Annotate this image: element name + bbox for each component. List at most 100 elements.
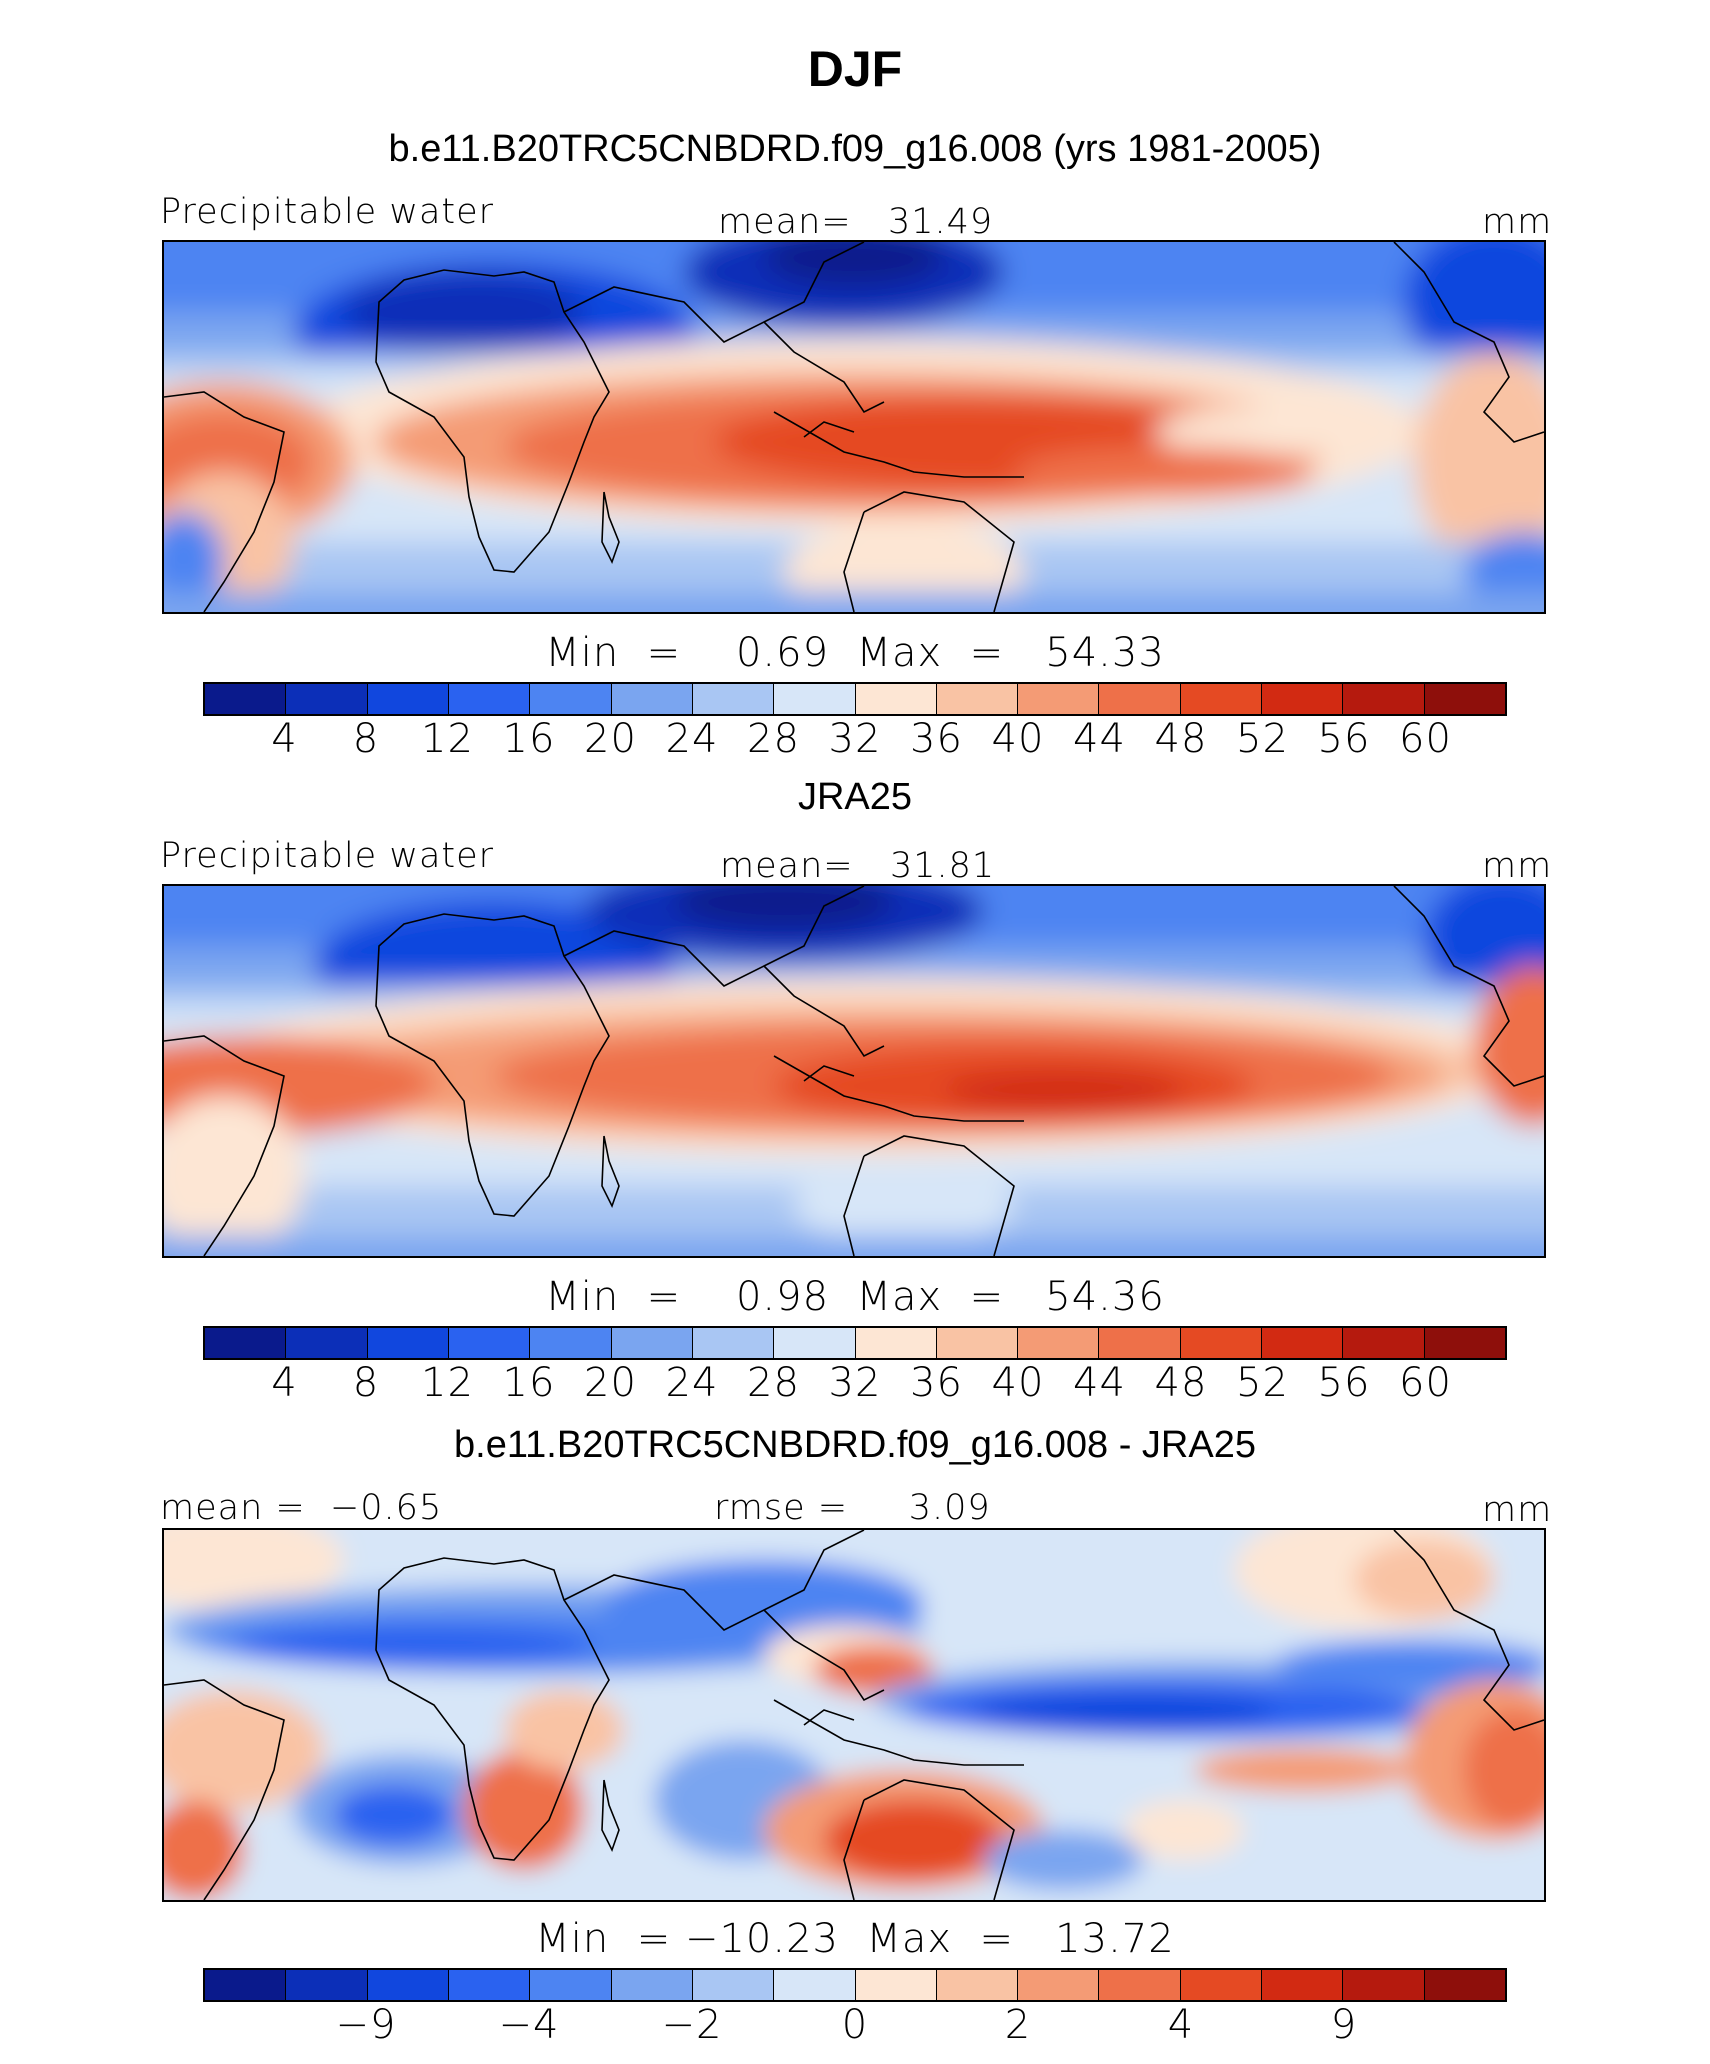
panel-3-map	[162, 1528, 1546, 1902]
colorbar-swatch	[286, 684, 368, 714]
colorbar-tick-label: 4	[271, 1360, 298, 1406]
colorbar-tick-label: 40	[991, 716, 1045, 762]
colorbar-tick-label: 20	[584, 716, 637, 762]
colorbar-tick-label: 60	[1399, 1360, 1452, 1406]
colorbar-tick-label: 48	[1154, 716, 1208, 762]
colorbar-tick-label: 8	[352, 1360, 380, 1406]
panel-3-mean-label: mean = −0.65	[160, 1488, 443, 1528]
panel-1-minmax: Min = 0.69 Max = 54.33	[545, 630, 1165, 676]
colorbar-swatch	[1180, 1970, 1263, 2000]
colorbar-swatch	[448, 1970, 531, 2000]
colorbar-swatch	[530, 684, 612, 714]
colorbar-swatch	[1343, 1970, 1425, 2000]
panel-2-mean-label: mean= 31.81	[720, 846, 996, 886]
colorbar-tick-label: 28	[747, 1360, 800, 1406]
panel-3-map-field	[164, 1530, 1544, 1900]
colorbar-swatch	[205, 1328, 287, 1358]
colorbar-swatch	[530, 1328, 612, 1358]
colorbar-tick-label: 56	[1317, 1360, 1371, 1406]
colorbar-swatch	[692, 1970, 775, 2000]
panel-1-units-label: mm	[1482, 202, 1553, 242]
colorbar-swatch	[1424, 1328, 1505, 1358]
figure-title: DJF	[807, 41, 903, 97]
colorbar-swatch	[774, 684, 856, 714]
panel-2-colorbar-ticks: 4 8 12 16 20 24 28 32 36 40 44 48 52 56 …	[203, 1360, 1507, 1408]
colorbar-swatch	[1099, 1328, 1181, 1358]
colorbar-swatch	[855, 684, 937, 714]
colorbar-swatch	[530, 1970, 612, 2000]
colorbar-swatch	[1262, 1328, 1344, 1358]
colorbar-tick-label: 52	[1236, 716, 1289, 762]
colorbar-swatch	[1099, 1970, 1181, 2000]
colorbar-tick-label: 0	[841, 2002, 869, 2048]
colorbar-swatch	[936, 1328, 1019, 1358]
colorbar-swatch	[611, 1328, 693, 1358]
colorbar-tick-label: 32	[828, 1360, 882, 1406]
panel-1-mean-label: mean= 31.49	[718, 202, 994, 242]
colorbar-tick-label: 20	[584, 1360, 637, 1406]
panel-3-rmse-label: rmse = 3.09	[714, 1488, 991, 1528]
panel-1-map-field	[164, 242, 1544, 612]
colorbar-swatch	[1018, 1328, 1100, 1358]
colorbar-tick-label: 24	[665, 716, 719, 762]
colorbar-swatch	[1180, 1328, 1263, 1358]
panel-1-title: b.e11.B20TRC5CNBDRD.f09_g16.008 (yrs 198…	[388, 128, 1322, 170]
colorbar-tick-label: 40	[991, 1360, 1045, 1406]
panel-2-map-field	[164, 886, 1544, 1256]
colorbar-tick-label: 36	[910, 716, 963, 762]
colorbar-swatch	[1262, 684, 1344, 714]
colorbar-swatch	[1018, 684, 1100, 714]
panel-1-colorbar-ticks: 4 8 12 16 20 24 28 32 36 40 44 48 52 56 …	[203, 716, 1507, 764]
colorbar-swatch	[448, 1328, 531, 1358]
colorbar-swatch	[692, 684, 775, 714]
colorbar-tick-label: 44	[1073, 1360, 1126, 1406]
colorbar-tick-label: 44	[1073, 716, 1126, 762]
panel-3-coastlines	[164, 1530, 1544, 1900]
panel-2-coastlines	[164, 886, 1544, 1256]
panel-3-units-label: mm	[1482, 1490, 1553, 1530]
panel-2-colorbar	[203, 1326, 1507, 1360]
panel-3-minmax: Min = −10.23 Max = 13.72	[535, 1916, 1175, 1962]
colorbar-swatch	[286, 1970, 368, 2000]
colorbar-tick-label: 48	[1154, 1360, 1208, 1406]
colorbar-tick-label: −4	[498, 2002, 560, 2048]
colorbar-tick-label: 9	[1330, 2002, 1358, 2048]
colorbar-swatch	[367, 1328, 449, 1358]
colorbar-swatch	[855, 1970, 937, 2000]
panel-3-colorbar-ticks: −9 −4 −2 0 2 4 9	[203, 2002, 1507, 2050]
panel-1-coastlines	[164, 242, 1544, 612]
colorbar-tick-label: −2	[661, 2002, 723, 2048]
colorbar-swatch	[855, 1328, 937, 1358]
colorbar-tick-label: 2	[1004, 2002, 1032, 2048]
colorbar-tick-label: 8	[352, 716, 380, 762]
panel-2-units-label: mm	[1482, 846, 1553, 886]
colorbar-swatch	[367, 1970, 449, 2000]
colorbar-swatch	[1343, 684, 1425, 714]
colorbar-swatch	[936, 684, 1019, 714]
colorbar-swatch	[1343, 1328, 1425, 1358]
colorbar-tick-label: 32	[828, 716, 882, 762]
colorbar-tick-label: 36	[910, 1360, 963, 1406]
panel-1-colorbar	[203, 682, 1507, 716]
colorbar-swatch	[611, 684, 693, 714]
colorbar-swatch	[367, 684, 449, 714]
panel-3-title: b.e11.B20TRC5CNBDRD.f09_g16.008 - JRA25	[454, 1424, 1256, 1466]
colorbar-tick-label: 12	[421, 716, 474, 762]
colorbar-swatch	[1424, 1970, 1505, 2000]
colorbar-swatch	[1099, 684, 1181, 714]
colorbar-swatch	[1424, 684, 1505, 714]
colorbar-swatch	[611, 1970, 693, 2000]
colorbar-tick-label: 16	[502, 716, 556, 762]
colorbar-swatch	[205, 1970, 287, 2000]
colorbar-swatch	[774, 1970, 856, 2000]
panel-2-map	[162, 884, 1546, 1258]
colorbar-swatch	[1018, 1970, 1100, 2000]
colorbar-swatch	[936, 1970, 1019, 2000]
colorbar-tick-label: 52	[1236, 1360, 1289, 1406]
colorbar-swatch	[774, 1328, 856, 1358]
colorbar-tick-label: 16	[502, 1360, 556, 1406]
colorbar-swatch	[1262, 1970, 1344, 2000]
colorbar-swatch	[692, 1328, 775, 1358]
panel-3-colorbar	[203, 1968, 1507, 2002]
panel-2-variable-label: Precipitable water	[160, 836, 495, 876]
